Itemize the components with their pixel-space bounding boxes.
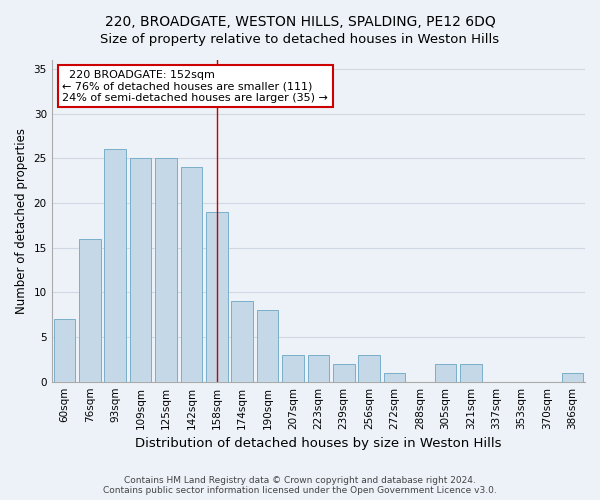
Bar (206, 212, 227, 382)
Text: 220, BROADGATE, WESTON HILLS, SPALDING, PE12 6DQ: 220, BROADGATE, WESTON HILLS, SPALDING, … (104, 15, 496, 29)
Text: 220 BROADGATE: 152sqm  
← 76% of detached houses are smaller (111)
24% of semi-d: 220 BROADGATE: 152sqm ← 76% of detached … (62, 70, 328, 103)
Bar (434, 364, 456, 382)
Bar (562, 372, 583, 382)
Bar (460, 364, 482, 382)
Bar (358, 355, 380, 382)
Bar (282, 355, 304, 382)
Bar (79, 238, 101, 382)
Bar (155, 158, 177, 382)
Bar (130, 158, 151, 382)
Bar (384, 372, 406, 382)
Bar (308, 355, 329, 382)
Bar (181, 167, 202, 382)
Y-axis label: Number of detached properties: Number of detached properties (15, 128, 28, 314)
Bar (257, 310, 278, 382)
Bar (104, 150, 126, 382)
Text: Size of property relative to detached houses in Weston Hills: Size of property relative to detached ho… (100, 32, 500, 46)
X-axis label: Distribution of detached houses by size in Weston Hills: Distribution of detached houses by size … (135, 437, 502, 450)
Bar (53, 319, 75, 382)
Bar (232, 302, 253, 382)
Bar (333, 364, 355, 382)
Text: Contains HM Land Registry data © Crown copyright and database right 2024.
Contai: Contains HM Land Registry data © Crown c… (103, 476, 497, 495)
